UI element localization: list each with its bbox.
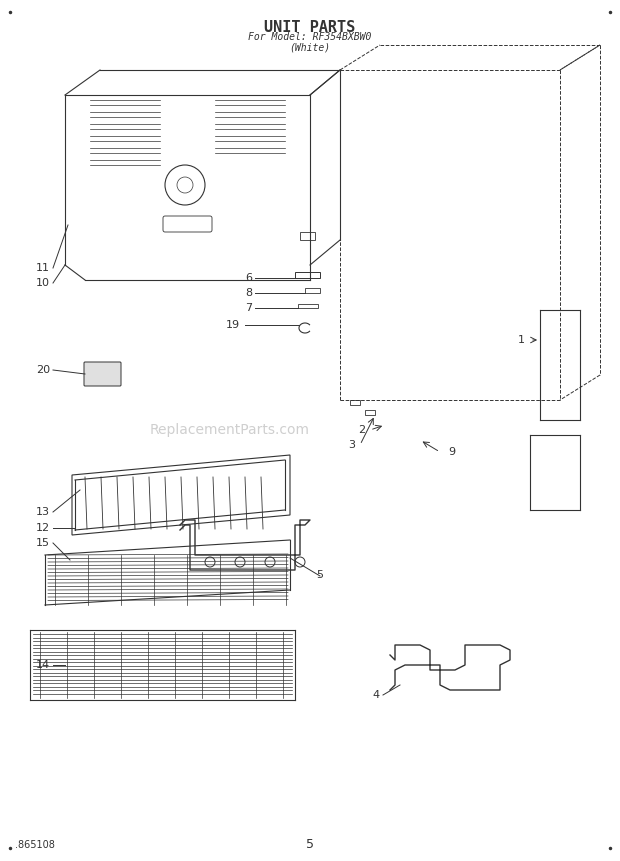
- Text: UNIT PARTS: UNIT PARTS: [264, 20, 356, 35]
- Text: 20: 20: [36, 365, 50, 375]
- Text: 10: 10: [36, 278, 50, 288]
- Text: (White): (White): [290, 42, 330, 52]
- Text: ReplacementParts.com: ReplacementParts.com: [150, 423, 310, 437]
- Bar: [300, 232, 315, 240]
- Text: 8: 8: [245, 288, 252, 298]
- Text: 9: 9: [448, 447, 455, 457]
- Text: 1: 1: [518, 335, 525, 345]
- Text: 3: 3: [348, 440, 355, 450]
- Text: 11: 11: [36, 263, 50, 273]
- Text: 14: 14: [36, 660, 50, 670]
- Text: For Model: RF354BXBW0: For Model: RF354BXBW0: [249, 32, 371, 42]
- Bar: [305, 288, 320, 293]
- Text: 13: 13: [36, 507, 50, 517]
- Text: 19: 19: [226, 320, 240, 330]
- Text: 15: 15: [36, 538, 50, 548]
- Text: 6: 6: [245, 273, 252, 283]
- Text: 7: 7: [245, 303, 252, 313]
- FancyBboxPatch shape: [84, 362, 121, 386]
- Text: 4: 4: [373, 690, 380, 700]
- Text: 5: 5: [316, 570, 324, 580]
- Text: 12: 12: [36, 523, 50, 533]
- Bar: [295, 272, 320, 278]
- Bar: [298, 304, 318, 308]
- Bar: [350, 400, 360, 405]
- Text: .865108: .865108: [15, 840, 55, 850]
- Bar: [365, 410, 375, 415]
- Text: 5: 5: [306, 839, 314, 852]
- Text: 2: 2: [358, 425, 365, 435]
